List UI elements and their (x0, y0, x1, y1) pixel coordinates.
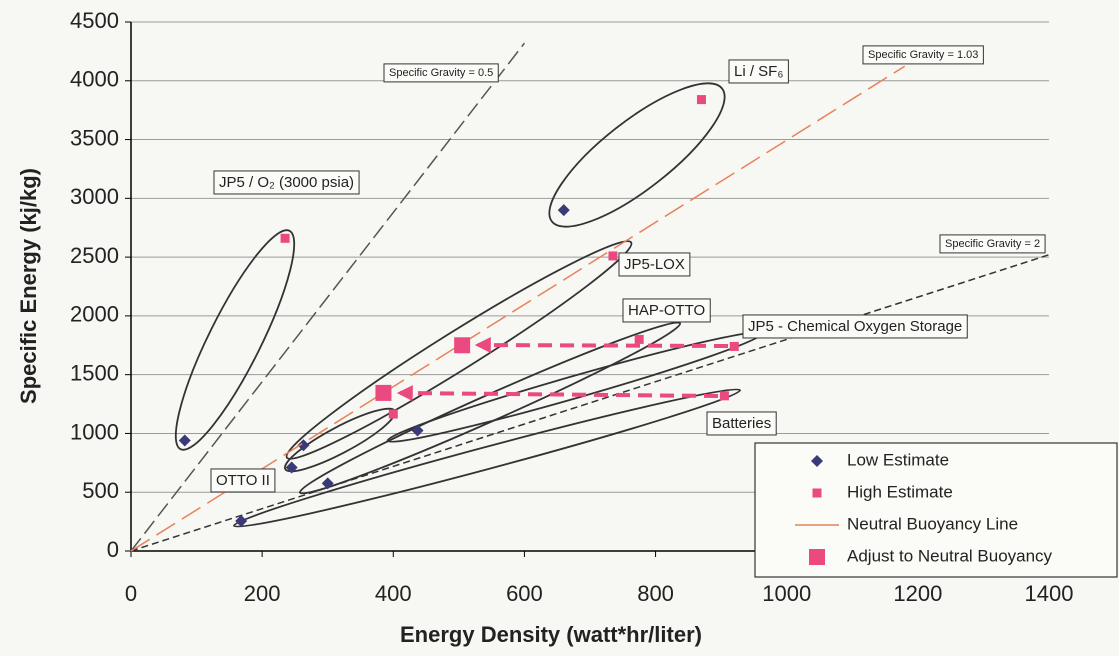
adjust-arrow (474, 337, 729, 354)
low-estimate-point (285, 461, 298, 474)
group-ellipse (174, 229, 296, 451)
ellipses (174, 82, 764, 528)
annotation-box (383, 63, 499, 83)
high-estimate-point (608, 251, 618, 261)
annotation-box (706, 411, 777, 436)
annotation: JP5-LOX (624, 256, 685, 273)
annotation: Specific Gravity = 1.03 (868, 49, 978, 61)
x-tick-label: 1400 (1025, 581, 1074, 606)
y-tick-label: 2500 (70, 243, 119, 268)
annotation-box (939, 234, 1046, 254)
y-tick-label: 4500 (70, 8, 119, 33)
low-estimate-point (321, 477, 334, 490)
legend-swatch (811, 455, 823, 467)
adjust-arrow (396, 385, 719, 402)
reference-line (130, 254, 1050, 552)
low-estimate-point (178, 434, 191, 447)
group-ellipse (233, 388, 741, 528)
x-tick-label: 200 (244, 581, 281, 606)
x-tick-label: 800 (637, 581, 674, 606)
annotation: Li / SF₆ (734, 63, 783, 80)
low-estimate-point (297, 439, 310, 452)
annotation: JP5 / O₂ (3000 psia) (219, 174, 354, 191)
y-tick-label: 0 (107, 537, 119, 562)
group-ellipse (285, 240, 633, 460)
annotation-box (622, 298, 711, 323)
legend-swatch (809, 549, 825, 565)
high-estimate-point (719, 391, 729, 401)
annotation-box (618, 252, 691, 277)
legend-swatch (812, 488, 822, 498)
reference-line (130, 42, 526, 552)
annotation: OTTO II (216, 472, 270, 489)
y-tick-label: 1500 (70, 360, 119, 385)
y-axis-label: Specific Energy (kj/kg) (16, 168, 41, 404)
annotation: HAP-OTTO (628, 302, 705, 319)
arrows (396, 337, 729, 402)
high-estimate-point (280, 233, 290, 243)
y-tick-label: 1000 (70, 419, 119, 444)
group-ellipse (548, 82, 726, 228)
annotation-box (728, 59, 789, 84)
legend-label: Low Estimate (847, 450, 949, 469)
annotation-box (213, 170, 360, 195)
y-tick-label: 500 (82, 478, 119, 503)
legend: Low Estimate High Estimate Neutral Buoyanc… (754, 442, 1118, 578)
high-estimate-point (696, 95, 706, 105)
high-estimate-point (729, 341, 739, 351)
x-tick-label: 400 (375, 581, 412, 606)
x-tick-label: 0 (125, 581, 137, 606)
x-tick-label: 600 (506, 581, 543, 606)
adjusted-point (454, 337, 471, 354)
x-tick-label: 1200 (893, 581, 942, 606)
annotation-box (742, 314, 968, 339)
group-ellipse (299, 321, 681, 495)
x-axis-label: Energy Density (watt*hr/liter) (400, 622, 702, 647)
low-estimate-point (411, 424, 424, 437)
low-estimate-point (557, 204, 570, 217)
y-tick-label: 3500 (70, 125, 119, 150)
high-estimate-point (388, 409, 398, 419)
annotation: Specific Gravity = 0.5 (389, 67, 493, 79)
low-estimate-point (235, 515, 248, 528)
annotation: JP5 - Chemical Oxygen Storage (748, 318, 962, 335)
legend-label: High Estimate (847, 482, 953, 501)
annotation: Batteries (712, 415, 771, 432)
annotation-box (210, 468, 276, 493)
grid: 0 500 1000 1500 2000 2500 3000 3500 4000 4500 0 200… (70, 8, 1073, 606)
annotation-box (862, 45, 984, 65)
adjusted-point (375, 384, 392, 401)
annotation: Specific Gravity = 2 (945, 238, 1040, 250)
x-tick-label: 1000 (762, 581, 811, 606)
legend-label: Adjust to Neutral Buoyancy (847, 546, 1053, 565)
annotations: Specific Gravity = 0.5 Li / SF₆ Specific… (210, 45, 1046, 493)
y-tick-label: 3000 (70, 184, 119, 209)
legend-label: Neutral Buoyancy Line (847, 514, 1018, 533)
high-estimate-point (634, 334, 644, 344)
y-tick-label: 2000 (70, 302, 119, 327)
y-tick-label: 4000 (70, 67, 119, 92)
